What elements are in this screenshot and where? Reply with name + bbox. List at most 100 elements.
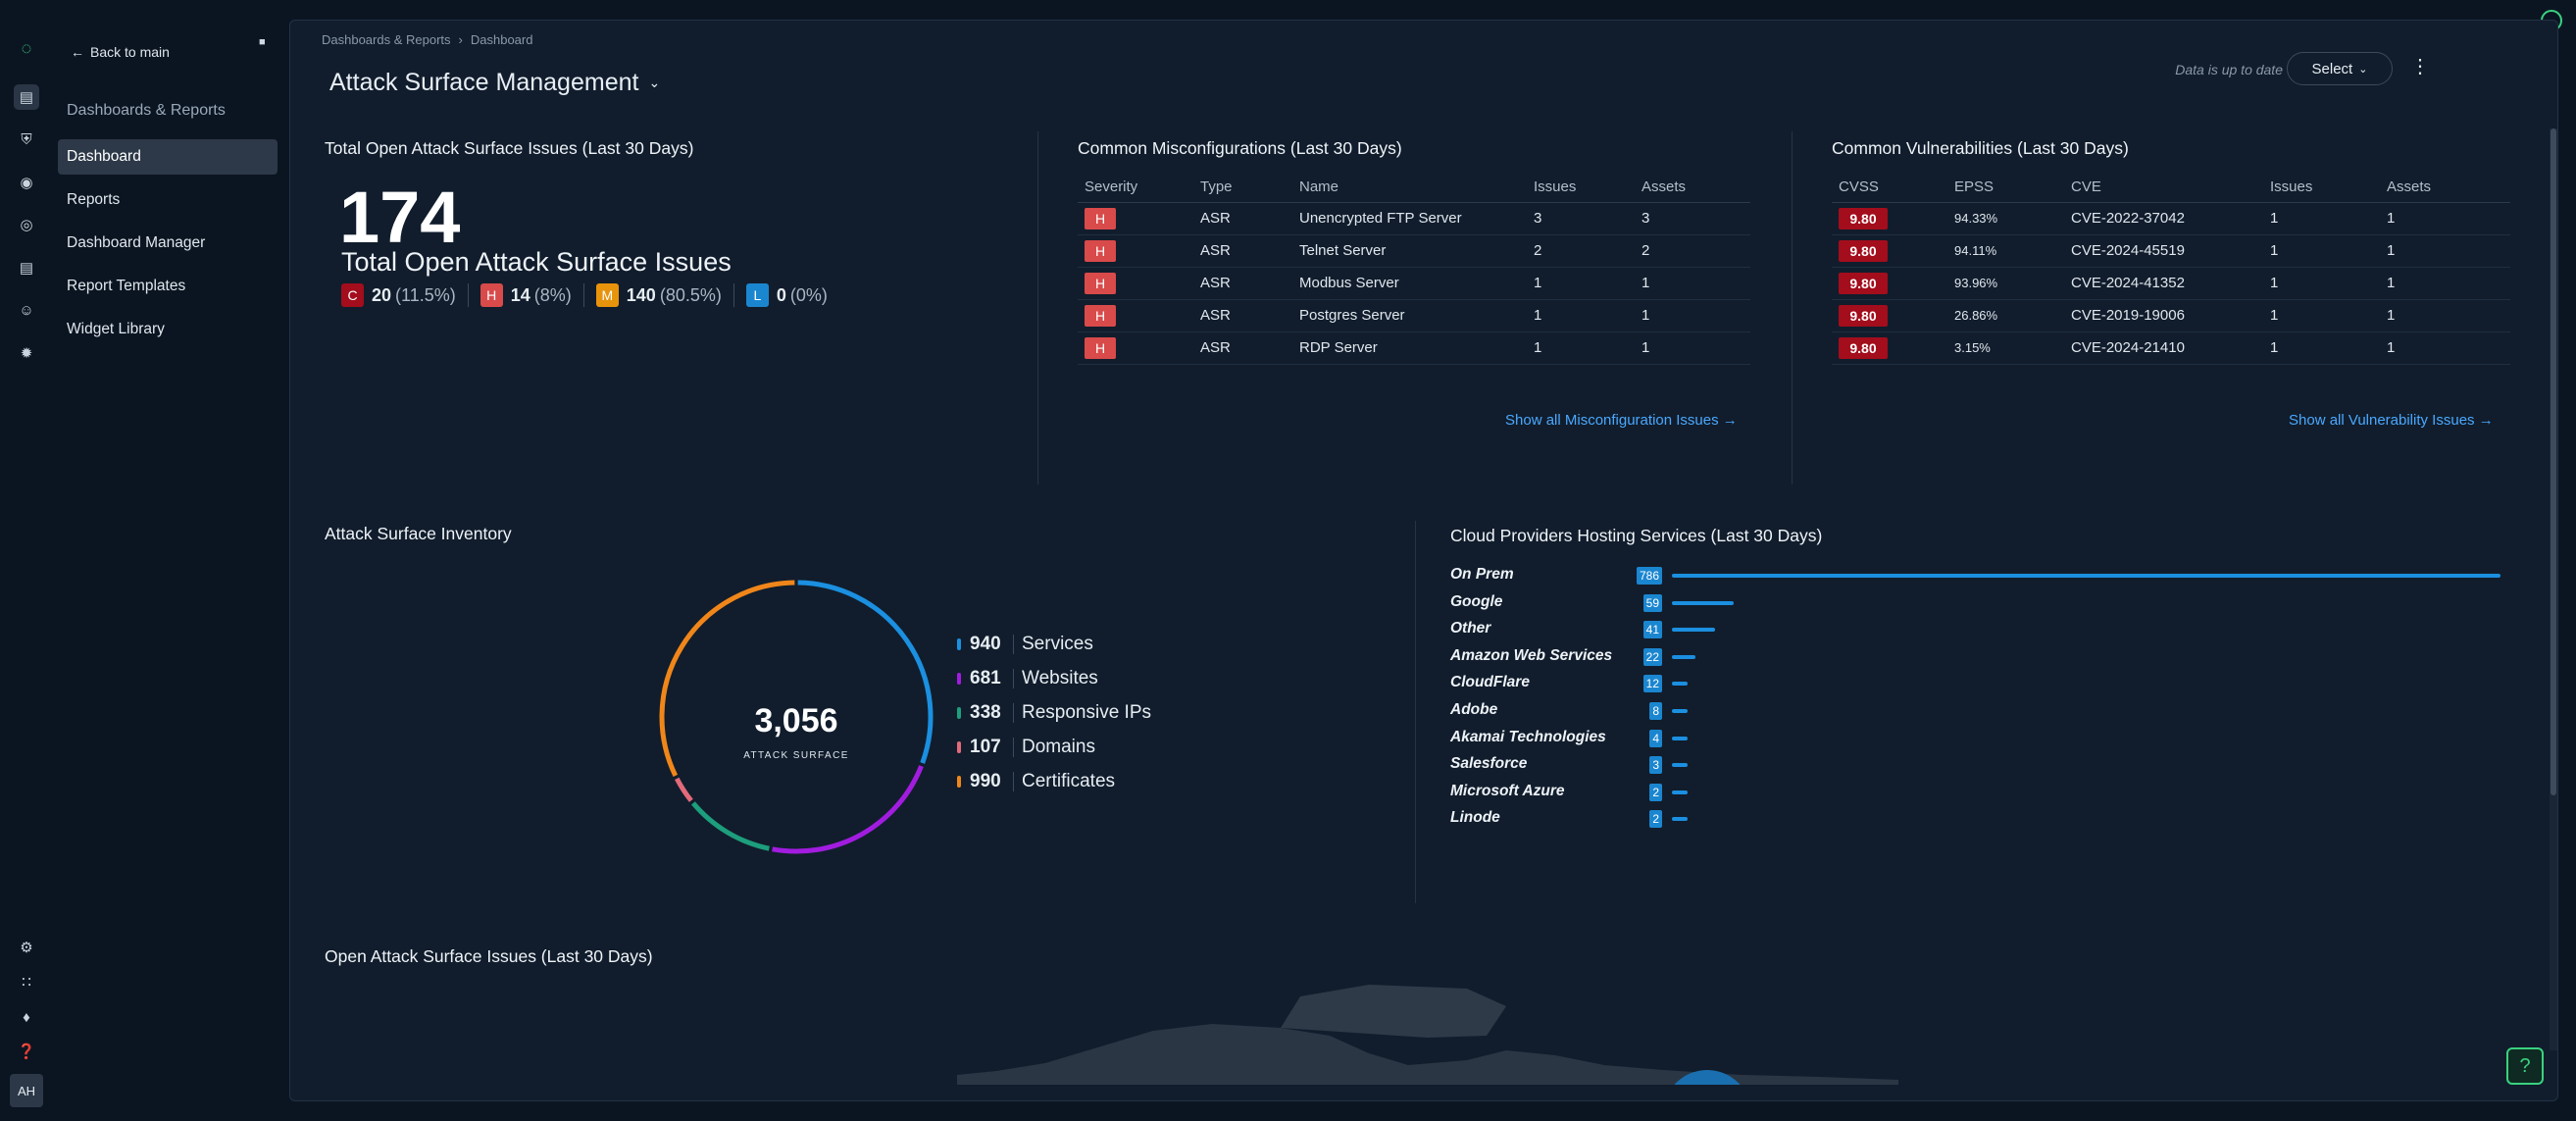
column-header[interactable]: Name xyxy=(1299,173,1534,203)
column-header[interactable]: Issues xyxy=(2270,173,2387,203)
cve-cell[interactable]: CVE-2024-21410 xyxy=(2071,331,2270,365)
sidebar-item-reports[interactable]: Reports xyxy=(67,191,121,208)
severity-pct: (11.5%) xyxy=(395,284,456,305)
show-vulns-link[interactable]: Show all Vulnerability Issues → xyxy=(2289,412,2494,429)
column-header[interactable]: Assets xyxy=(2387,173,2510,203)
select-button[interactable]: Select ⌄ xyxy=(2287,52,2393,85)
issues-cell: 1 xyxy=(1534,299,1642,332)
severity-medium[interactable]: M 140 (80.5%) xyxy=(595,283,734,307)
cloud-provider-bar[interactable] xyxy=(1672,763,1688,768)
assets-cell: 1 xyxy=(1642,299,1750,332)
column-header[interactable]: Type xyxy=(1200,173,1299,203)
cloud-provider-bar[interactable] xyxy=(1672,790,1688,794)
table-row[interactable]: H ASR RDP Server 1 1 xyxy=(1078,331,1750,365)
back-to-main-link[interactable]: ← Back to main xyxy=(71,44,170,60)
name-cell[interactable]: Modbus Server xyxy=(1299,267,1534,300)
legend-item[interactable]: 940 Services xyxy=(957,627,1151,661)
sidebar-item-dashboard[interactable]: Dashboard xyxy=(58,139,278,175)
dashboard-selector[interactable]: Attack Surface Management ⌄ xyxy=(329,69,660,97)
table-row[interactable]: H ASR Unencrypted FTP Server 3 3 xyxy=(1078,202,1750,235)
legend-item[interactable]: 338 Responsive IPs xyxy=(957,695,1151,730)
table-header-row: Severity Type Name Issues Assets xyxy=(1078,173,1750,203)
table-row[interactable]: 9.80 93.96% CVE-2024-41352 1 1 xyxy=(1832,267,2510,300)
issue-bubble[interactable] xyxy=(1663,1070,1751,1085)
cve-cell[interactable]: CVE-2022-37042 xyxy=(2071,202,2270,235)
scrollbar-thumb[interactable] xyxy=(2551,128,2556,795)
cve-cell[interactable]: CVE-2019-19006 xyxy=(2071,299,2270,332)
breadcrumb-item[interactable]: Dashboards & Reports xyxy=(322,32,451,47)
name-cell[interactable]: Telnet Server xyxy=(1299,234,1534,268)
cloud-provider-bar[interactable] xyxy=(1672,654,1695,659)
eye-icon[interactable]: ◉ xyxy=(20,175,33,191)
severity-pct: (8%) xyxy=(533,284,572,305)
name-cell[interactable]: Postgres Server xyxy=(1299,299,1534,332)
donut-segment[interactable] xyxy=(797,580,934,764)
help-button[interactable]: ? xyxy=(2506,1047,2544,1085)
donut-segment[interactable] xyxy=(659,580,795,778)
table-row[interactable]: 9.80 94.33% CVE-2022-37042 1 1 xyxy=(1832,202,2510,235)
cloud-provider-bar[interactable] xyxy=(1672,682,1688,687)
target-icon[interactable]: ◎ xyxy=(20,217,33,233)
landmass xyxy=(957,1024,1898,1085)
shield-icon[interactable]: ⛨ xyxy=(21,130,32,148)
name-cell[interactable]: Unencrypted FTP Server xyxy=(1299,202,1534,235)
show-misconfig-link[interactable]: Show all Misconfiguration Issues → xyxy=(1505,412,1738,429)
name-cell[interactable]: RDP Server xyxy=(1299,331,1534,365)
severity-pct: (80.5%) xyxy=(659,284,722,305)
column-header[interactable]: Severity xyxy=(1078,173,1200,203)
column-header[interactable]: EPSS xyxy=(1954,173,2071,203)
misconfig-title: Common Misconfigurations (Last 30 Days) xyxy=(1078,138,1402,158)
cvss-badge: 9.80 xyxy=(1839,207,1888,229)
cve-cell[interactable]: CVE-2024-45519 xyxy=(2071,234,2270,268)
sidebar-item-widget-library[interactable]: Widget Library xyxy=(67,321,165,337)
settings-icon[interactable]: ⚙ xyxy=(20,940,33,956)
cloud-provider-bar[interactable] xyxy=(1672,817,1688,822)
donut-segment[interactable] xyxy=(691,801,770,851)
severity-cell: H xyxy=(1078,267,1200,300)
cloud-provider-bar[interactable] xyxy=(1672,600,1735,605)
notifications-icon[interactable]: ♦ xyxy=(23,1008,30,1026)
severity-critical[interactable]: C 20 (11.5%) xyxy=(341,283,469,307)
total-issues-count: 174 xyxy=(339,177,461,258)
table-row[interactable]: H ASR Telnet Server 2 2 xyxy=(1078,234,1750,268)
severity-high[interactable]: H 14 (8%) xyxy=(480,283,584,307)
table-row[interactable]: 9.80 26.86% CVE-2019-19006 1 1 xyxy=(1832,299,2510,332)
legend-item[interactable]: 681 Websites xyxy=(957,661,1151,695)
sidebar-item-dashboard-manager[interactable]: Dashboard Manager xyxy=(67,234,206,251)
column-header[interactable]: Assets xyxy=(1642,173,1750,203)
cloud-provider-count: 2 xyxy=(1649,810,1662,829)
severity-pct: (0%) xyxy=(789,284,828,305)
table-row[interactable]: 9.80 94.11% CVE-2024-45519 1 1 xyxy=(1832,234,2510,268)
cloud-provider-bar[interactable] xyxy=(1672,736,1688,740)
severity-low[interactable]: L 0 (0%) xyxy=(745,283,839,307)
lock-icon[interactable]: ■ xyxy=(259,36,266,48)
scrollbar[interactable] xyxy=(2550,128,2557,1050)
table-row[interactable]: H ASR Postgres Server 1 1 xyxy=(1078,299,1750,332)
cloud-provider-bar[interactable] xyxy=(1672,574,2500,578)
users-icon[interactable]: ☺ xyxy=(19,301,34,319)
column-header[interactable]: Issues xyxy=(1534,173,1642,203)
apps-grid-icon[interactable]: ∷ xyxy=(22,974,31,991)
cloud-provider-bar[interactable] xyxy=(1672,628,1716,633)
column-header[interactable]: CVSS xyxy=(1832,173,1954,203)
integrations-icon[interactable]: ✹ xyxy=(20,345,33,362)
cloud-provider-bar[interactable] xyxy=(1672,709,1688,713)
cve-cell[interactable]: CVE-2024-41352 xyxy=(2071,267,2270,300)
column-header[interactable]: CVE xyxy=(2071,173,2270,203)
more-options-icon[interactable]: ⋮ xyxy=(2410,56,2430,77)
donut-segment[interactable] xyxy=(772,765,924,854)
inventory-legend: 940 Services 681 Websites 338 Responsive IP… xyxy=(957,627,1151,798)
dashboards-icon[interactable]: ▤ xyxy=(14,84,39,110)
legend-item[interactable]: 107 Domains xyxy=(957,730,1151,764)
cloud-provider-count: 2 xyxy=(1649,783,1662,801)
help-icon[interactable]: ❓ xyxy=(17,1044,36,1060)
table-row[interactable]: 9.80 3.15% CVE-2024-21410 1 1 xyxy=(1832,331,2510,365)
total-issues-subtitle: Total Open Attack Surface Issues xyxy=(341,247,732,277)
document-icon[interactable]: ▤ xyxy=(19,260,34,277)
table-row[interactable]: H ASR Modbus Server 1 1 xyxy=(1078,267,1750,300)
avatar[interactable]: AH xyxy=(10,1074,43,1107)
app-logo-icon[interactable]: ◌ xyxy=(21,37,32,58)
sidebar-item-report-templates[interactable]: Report Templates xyxy=(67,278,186,294)
legend-item[interactable]: 990 Certificates xyxy=(957,764,1151,798)
donut-segment[interactable] xyxy=(675,777,693,802)
